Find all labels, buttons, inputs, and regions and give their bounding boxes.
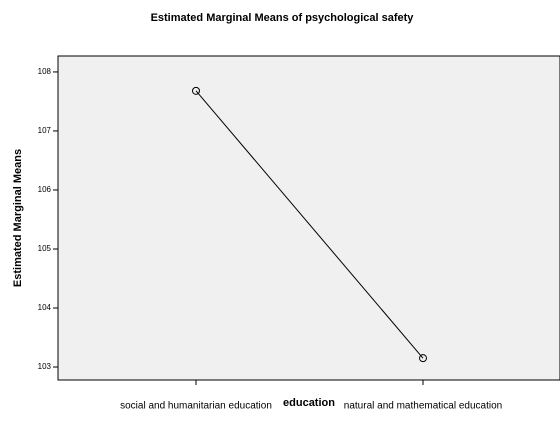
y-tick-label: 108: [38, 67, 52, 76]
plot-area: [57, 55, 560, 381]
x-tick-label: social and humanitarian education: [120, 401, 272, 412]
y-tick-label: 104: [38, 303, 52, 312]
line: [195, 90, 424, 359]
y-tick-label: 103: [38, 362, 52, 371]
y-tick-label: 107: [38, 126, 52, 135]
chart-title: Estimated Marginal Means of psychologica…: [151, 12, 415, 24]
y-axis-label: Estimated Marginal Means: [12, 149, 24, 287]
x-axis-label: education: [283, 397, 335, 409]
y-tick-label: 105: [38, 244, 52, 253]
x-tick-label: natural and mathematical education: [344, 401, 502, 412]
point: [419, 354, 427, 363]
y-tick-label: 106: [38, 185, 52, 194]
point: [192, 86, 200, 95]
